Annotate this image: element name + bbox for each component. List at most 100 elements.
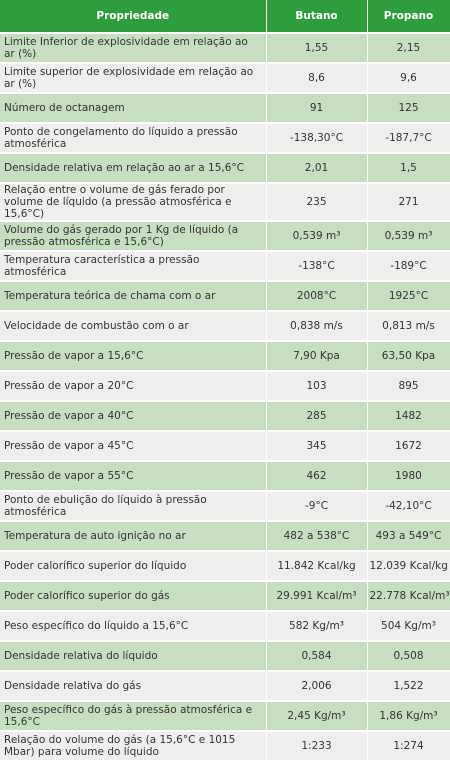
header-propriedade: Propriedade — [0, 0, 267, 34]
property-cell: Volume do gás gerado por 1 Kg de líquido… — [0, 221, 267, 252]
property-cell: Poder calorífico superior do gás — [0, 581, 267, 612]
property-cell: Peso específico do gás à pressão atmosfé… — [0, 701, 267, 732]
property-cell: Limite Inferior de explosividade em rela… — [0, 33, 267, 64]
property-cell: Pressão de vapor a 55°C — [0, 461, 267, 492]
property-cell: Peso específico do líquido a 15,6°C — [0, 611, 267, 642]
butano-value: -9°C — [266, 491, 368, 522]
butano-value: 482 a 538°C — [266, 521, 368, 552]
table-body: Limite Inferior de explosividade em rela… — [0, 33, 450, 762]
table-row: Pressão de vapor a 40°C 285 1482 — [0, 401, 450, 432]
table-row: Velocidade de combustão com o ar 0,838 m/… — [0, 311, 450, 342]
butano-value: 11.842 Kcal/kg — [266, 551, 368, 582]
table-row: Volume do gás gerado por 1 Kg de líquido… — [0, 221, 450, 252]
butano-value: 285 — [266, 401, 368, 432]
propano-value: 12.039 Kcal/kg — [367, 551, 450, 582]
propano-value: -187,7°C — [367, 123, 450, 154]
butano-value: 0,838 m/s — [266, 311, 368, 342]
butano-value: 91 — [266, 93, 368, 124]
table-row: Número de octanagem 91 125 — [0, 93, 450, 124]
property-cell: Densidade relativa do gás — [0, 671, 267, 702]
property-cell: Ponto de congelamento do líquido a press… — [0, 123, 267, 154]
table-row: Temperatura de auto ignição no ar 482 a 5… — [0, 521, 450, 552]
table-row: Relação do volume do gás (a 15,6°C e 101… — [0, 731, 450, 762]
propano-value: 1,5 — [367, 153, 450, 184]
propano-value: 1,522 — [367, 671, 450, 702]
butano-value: -138,30°C — [266, 123, 368, 154]
propano-value: 22.778 Kcal/m³ — [367, 581, 450, 612]
table-header-row: Propriedade Butano Propano — [0, 0, 450, 34]
table-row: Densidade relativa do líquido 0,584 0,508 — [0, 641, 450, 672]
table-row: Pressão de vapor a 20°C 103 895 — [0, 371, 450, 402]
property-cell: Relação entre o volume de gás ferado por… — [0, 183, 267, 222]
butano-value: 0,539 m³ — [266, 221, 368, 252]
property-cell: Ponto de ebulição do líquido à pressão a… — [0, 491, 267, 522]
table-row: Ponto de ebulição do líquido à pressão a… — [0, 491, 450, 522]
property-cell: Pressão de vapor a 40°C — [0, 401, 267, 432]
propano-value: 1672 — [367, 431, 450, 462]
table-row: Peso específico do gás à pressão atmosfé… — [0, 701, 450, 732]
property-cell: Pressão de vapor a 15,6°C — [0, 341, 267, 372]
propano-value: 0,813 m/s — [367, 311, 450, 342]
propano-value: 125 — [367, 93, 450, 124]
property-cell: Temperatura característica a pressão atm… — [0, 251, 267, 282]
propano-value: 1925°C — [367, 281, 450, 312]
property-cell: Relação do volume do gás (a 15,6°C e 101… — [0, 731, 267, 762]
butano-value: 103 — [266, 371, 368, 402]
butano-value: 345 — [266, 431, 368, 462]
property-cell: Temperatura de auto ignição no ar — [0, 521, 267, 552]
butano-value: 0,584 — [266, 641, 368, 672]
propano-value: 1:274 — [367, 731, 450, 762]
propano-value: 2,15 — [367, 33, 450, 64]
property-cell: Pressão de vapor a 20°C — [0, 371, 267, 402]
butano-value: -138°C — [266, 251, 368, 282]
butano-value: 2,01 — [266, 153, 368, 184]
table-row: Pressão de vapor a 55°C 462 1980 — [0, 461, 450, 492]
property-cell: Limite superior de explosividade em rela… — [0, 63, 267, 94]
propano-value: 9,6 — [367, 63, 450, 94]
property-cell: Densidade relativa em relação ao ar a 15… — [0, 153, 267, 184]
propano-value: 493 a 549°C — [367, 521, 450, 552]
butano-value: 1:233 — [266, 731, 368, 762]
table-row: Poder calorífico superior do gás 29.991 K… — [0, 581, 450, 612]
butano-value: 582 Kg/m³ — [266, 611, 368, 642]
table-row: Limite Inferior de explosividade em rela… — [0, 33, 450, 64]
property-cell: Número de octanagem — [0, 93, 267, 124]
propano-value: -189°C — [367, 251, 450, 282]
table-row: Pressão de vapor a 45°C 345 1672 — [0, 431, 450, 462]
table-row: Temperatura teórica de chama com o ar 200… — [0, 281, 450, 312]
propano-value: 271 — [367, 183, 450, 222]
butano-value: 462 — [266, 461, 368, 492]
propano-value: 0,539 m³ — [367, 221, 450, 252]
propano-value: -42,10°C — [367, 491, 450, 522]
propano-value: 895 — [367, 371, 450, 402]
property-cell: Velocidade de combustão com o ar — [0, 311, 267, 342]
propano-value: 0,508 — [367, 641, 450, 672]
table-row: Pressão de vapor a 15,6°C 7,90 Kpa 63,50 K… — [0, 341, 450, 372]
propano-value: 1482 — [367, 401, 450, 432]
propano-value: 504 Kg/m³ — [367, 611, 450, 642]
table-row: Temperatura característica a pressão atm… — [0, 251, 450, 282]
propano-value: 1,86 Kg/m³ — [367, 701, 450, 732]
table-row: Ponto de congelamento do líquido a press… — [0, 123, 450, 154]
property-cell: Pressão de vapor a 45°C — [0, 431, 267, 462]
butano-value: 7,90 Kpa — [266, 341, 368, 372]
propano-value: 63,50 Kpa — [367, 341, 450, 372]
header-propano: Propano — [367, 0, 450, 34]
header-butano: Butano — [266, 0, 368, 34]
property-cell: Poder calorífico superior do líquido — [0, 551, 267, 582]
butano-value: 8,6 — [266, 63, 368, 94]
table-row: Poder calorífico superior do líquido 11.8… — [0, 551, 450, 582]
butano-value: 29.991 Kcal/m³ — [266, 581, 368, 612]
property-cell: Temperatura teórica de chama com o ar — [0, 281, 267, 312]
table-row: Densidade relativa em relação ao ar a 15… — [0, 153, 450, 184]
butano-value: 2,006 — [266, 671, 368, 702]
table-row: Densidade relativa do gás 2,006 1,522 — [0, 671, 450, 702]
butano-value: 1,55 — [266, 33, 368, 64]
butano-value: 235 — [266, 183, 368, 222]
table-row: Peso específico do líquido a 15,6°C 582 K… — [0, 611, 450, 642]
propano-value: 1980 — [367, 461, 450, 492]
butano-value: 2,45 Kg/m³ — [266, 701, 368, 732]
property-cell: Densidade relativa do líquido — [0, 641, 267, 672]
table-row: Limite superior de explosividade em rela… — [0, 63, 450, 94]
